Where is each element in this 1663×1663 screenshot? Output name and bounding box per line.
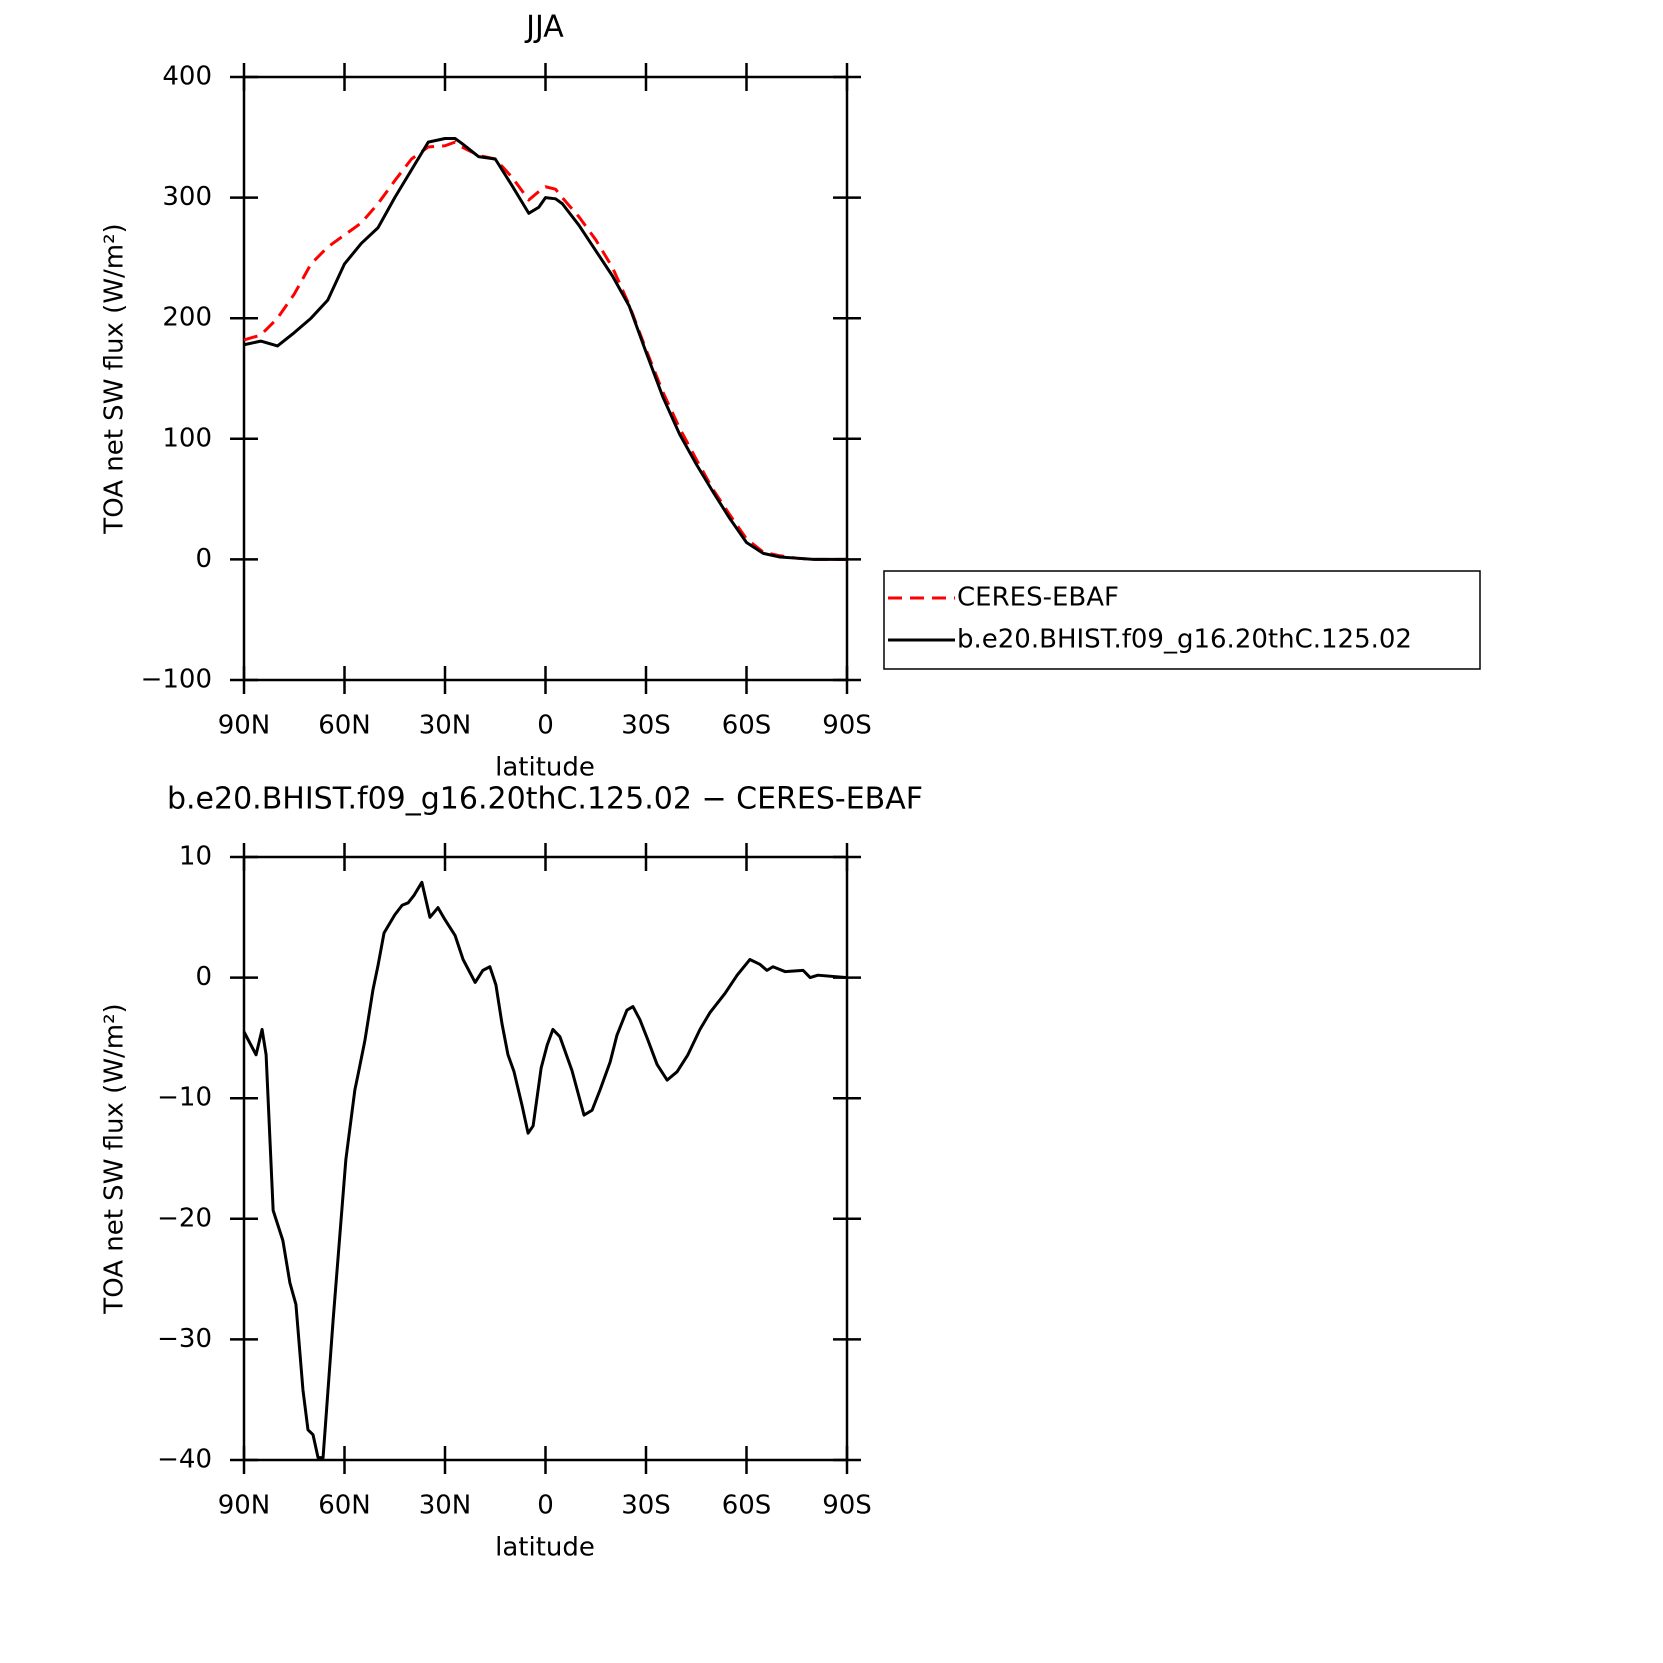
y-tick-label: −10 [157,1083,212,1113]
x-tick-label: 90N [218,711,271,741]
y-tick-label: −100 [141,665,212,695]
series-line [243,140,847,561]
x-tick-label: 30S [621,711,671,741]
x-tick-label: 60S [722,1491,772,1521]
x-tick-label: 90S [822,711,872,741]
plot-frame [242,855,849,1462]
x-axis-label: latitude [495,1533,595,1563]
y-tick-label: 0 [195,544,212,574]
plot-frame [242,75,849,682]
legend-label: b.e20.BHIST.f09_g16.20thC.125.02 [957,625,1412,655]
x-tick-label: 60N [318,1491,371,1521]
y-tick-label: 10 [179,842,212,872]
x-tick-label: 60S [722,711,772,741]
y-tick-label: 300 [162,182,212,212]
x-tick-label: 60N [318,711,371,741]
x-tick-label: 30S [621,1491,671,1521]
x-tick-label: 30N [419,1491,472,1521]
series-line [243,137,847,561]
legend-label: CERES-EBAF [957,583,1119,613]
y-tick-label: 200 [162,303,212,333]
y-tick-label: 0 [195,962,212,992]
x-tick-label: 90N [218,1491,271,1521]
x-tick-label: 0 [537,711,554,741]
y-axis-label: TOA net SW flux (W/m²) [100,1003,130,1314]
x-tick-label: 30N [419,711,472,741]
y-tick-label: −20 [157,1203,212,1233]
y-tick-label: −30 [157,1324,212,1354]
y-tick-label: −40 [157,1445,212,1475]
x-axis-label: latitude [495,753,595,783]
y-tick-label: 100 [162,423,212,453]
series-line [242,880,848,1460]
chart-title: b.e20.BHIST.f09_g16.20thC.125.02 − CERES… [167,782,923,817]
y-axis-label: TOA net SW flux (W/m²) [100,223,130,534]
x-tick-label: 90S [822,1491,872,1521]
chart-title: JJA [524,10,564,45]
x-tick-label: 0 [537,1491,554,1521]
y-tick-label: 400 [162,62,212,92]
legend-box [883,570,1481,670]
